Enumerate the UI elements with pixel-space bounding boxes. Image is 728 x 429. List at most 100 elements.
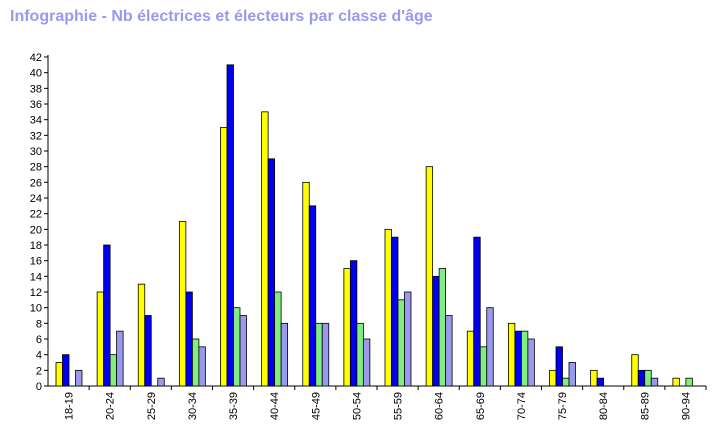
- bar: [220, 127, 228, 387]
- bar: [527, 338, 535, 387]
- y-tick-label: 8: [36, 318, 42, 330]
- bar: [507, 322, 516, 387]
- x-tick-label: 70-74: [516, 392, 528, 420]
- x-tick-label: 20-24: [105, 392, 117, 420]
- bar: [239, 315, 247, 387]
- bar: [198, 346, 206, 387]
- bar: [479, 346, 488, 387]
- bar: [486, 307, 494, 387]
- x-tick-label: 35-39: [228, 392, 240, 420]
- y-tick-label: 12: [30, 287, 42, 299]
- y-tick-label: 32: [30, 130, 42, 142]
- bar: [274, 291, 282, 387]
- x-tick-label: 25-29: [146, 392, 158, 420]
- bar: [191, 338, 200, 387]
- bar: [116, 330, 124, 387]
- y-tick-label: 0: [36, 381, 42, 393]
- x-tick-label: 65-69: [475, 392, 487, 420]
- y-tick-label: 18: [30, 240, 42, 252]
- bar: [109, 354, 118, 387]
- x-tick-label: 50-54: [351, 392, 363, 420]
- y-tick-label: 36: [30, 99, 42, 111]
- y-tick-label: 40: [30, 68, 42, 80]
- bar: [562, 377, 570, 387]
- x-tick-label: 60-64: [434, 392, 446, 420]
- bar: [302, 181, 310, 387]
- bar: [391, 236, 399, 387]
- y-tick-label: 10: [30, 303, 42, 315]
- bar: [473, 236, 481, 387]
- bar: [178, 221, 187, 387]
- y-tick-label: 16: [30, 256, 42, 268]
- bar: [349, 260, 358, 387]
- y-tick-label: 30: [30, 146, 42, 158]
- bar: [520, 330, 529, 387]
- x-tick-label: 80-84: [598, 392, 610, 420]
- bar: [445, 315, 453, 387]
- bar: [555, 346, 563, 387]
- bar: [144, 315, 152, 387]
- y-tick-label: 28: [30, 162, 42, 174]
- bar: [343, 268, 351, 387]
- x-tick-label: 40-44: [269, 392, 281, 420]
- x-tick-label: 85-89: [639, 392, 651, 420]
- bar: [466, 330, 475, 387]
- y-tick-label: 22: [30, 209, 42, 221]
- bar: [596, 377, 605, 387]
- bar: [549, 369, 557, 387]
- bar: [590, 369, 598, 387]
- y-tick-label: 42: [30, 52, 42, 64]
- bar: [397, 299, 405, 387]
- y-tick-label: 6: [36, 334, 42, 346]
- bar: [321, 322, 330, 387]
- y-tick-label: 26: [30, 177, 42, 189]
- bar: [55, 362, 63, 387]
- bar: [432, 275, 440, 387]
- chart-title: Infographie - Nb électrices et électeurs…: [10, 8, 433, 25]
- bar: [233, 307, 241, 387]
- bar: [384, 228, 392, 387]
- bar: [438, 268, 447, 387]
- x-tick-label: 75-79: [557, 392, 569, 420]
- y-tick-label: 2: [36, 365, 42, 377]
- bar: [62, 354, 70, 387]
- bar: [404, 291, 412, 387]
- y-tick-label: 4: [36, 350, 42, 362]
- bar: [75, 369, 83, 387]
- bar: [315, 322, 323, 387]
- bar: [267, 158, 276, 387]
- bar: [308, 205, 317, 387]
- bar: [280, 322, 289, 387]
- bar: [226, 64, 234, 387]
- bar: [157, 377, 165, 387]
- bar: [672, 377, 680, 387]
- x-axis: 18-19 20-24 25-29 30-34 35-39 40-44 45-49 50-54…: [48, 385, 707, 420]
- bar: [96, 291, 105, 387]
- x-tick-label: 90-94: [680, 392, 692, 420]
- y-tick-label: 34: [30, 115, 42, 127]
- y-tick-label: 20: [30, 224, 42, 236]
- y-tick-label: 14: [30, 271, 42, 283]
- bar: [261, 111, 269, 387]
- bar: [685, 377, 693, 387]
- bar: [362, 338, 371, 387]
- x-tick-label: 55-59: [393, 392, 405, 420]
- bar: [185, 291, 193, 387]
- bar: [514, 330, 522, 387]
- bar: [650, 377, 659, 387]
- bars: [55, 64, 693, 387]
- bar: [644, 369, 652, 387]
- y-tick-label: 38: [30, 83, 42, 95]
- y-tick-label: 24: [30, 193, 42, 205]
- x-tick-label: 30-34: [187, 392, 199, 420]
- x-tick-label: 18-19: [64, 392, 76, 420]
- bar: [568, 362, 576, 387]
- bar: [103, 244, 111, 387]
- bar: [356, 322, 364, 387]
- x-tick-label: 45-49: [310, 392, 322, 420]
- bar: [637, 369, 646, 387]
- bar: [425, 166, 434, 387]
- bar: [137, 283, 146, 387]
